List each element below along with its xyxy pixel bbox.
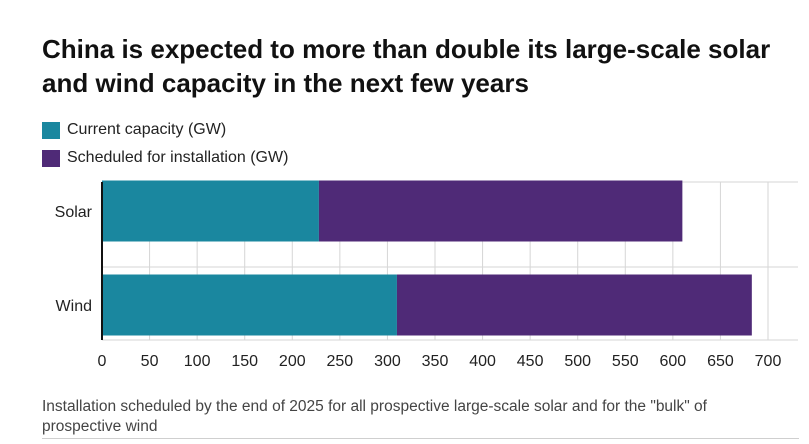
x-tick-label-450: 450: [517, 353, 544, 370]
x-tick-label-400: 400: [469, 353, 496, 370]
x-tick-label-550: 550: [612, 353, 639, 370]
bar-chart: Solar Wind 0 50 100 150 200 250 300 350 400 450 500 5…: [55, 180, 798, 370]
bar-solar-series-1: [318, 180, 683, 242]
x-tick-label-300: 300: [374, 353, 401, 370]
x-tick-label-200: 200: [279, 353, 306, 370]
bar-wind-series-1: [396, 274, 752, 336]
x-tick-label-650: 650: [707, 353, 734, 370]
chart-title: China is expected to more than double it…: [42, 34, 771, 98]
x-tick-label-700: 700: [755, 353, 782, 370]
x-tick-label-0: 0: [98, 353, 107, 370]
chart-footnote: Installation scheduled by the end of 202…: [42, 398, 707, 435]
legend-label-scheduled: Scheduled for installation (GW): [67, 149, 289, 166]
bar-solar-series-0: [102, 180, 319, 242]
legend-item-current: Current capacity (GW): [42, 118, 288, 142]
legend-label-current: Current capacity (GW): [67, 121, 227, 138]
x-tick-label-50: 50: [141, 353, 159, 370]
legend-swatch-current: [42, 121, 60, 139]
x-tick-label-100: 100: [184, 353, 211, 370]
x-tick-label-250: 250: [327, 353, 354, 370]
x-tick-label-500: 500: [564, 353, 591, 370]
legend-item-scheduled: Scheduled for installation (GW): [42, 146, 288, 170]
x-tick-label-150: 150: [231, 353, 258, 370]
bar-wind-series-0: [102, 274, 397, 336]
x-tick-label-350: 350: [422, 353, 449, 370]
category-label-solar: Solar: [55, 204, 93, 221]
category-label-wind: Wind: [56, 298, 92, 315]
x-tick-label-600: 600: [660, 353, 687, 370]
legend: Current capacity (GW) Scheduled for inst…: [42, 118, 288, 174]
legend-swatch-scheduled: [42, 149, 60, 167]
footer-divider: [42, 438, 799, 439]
